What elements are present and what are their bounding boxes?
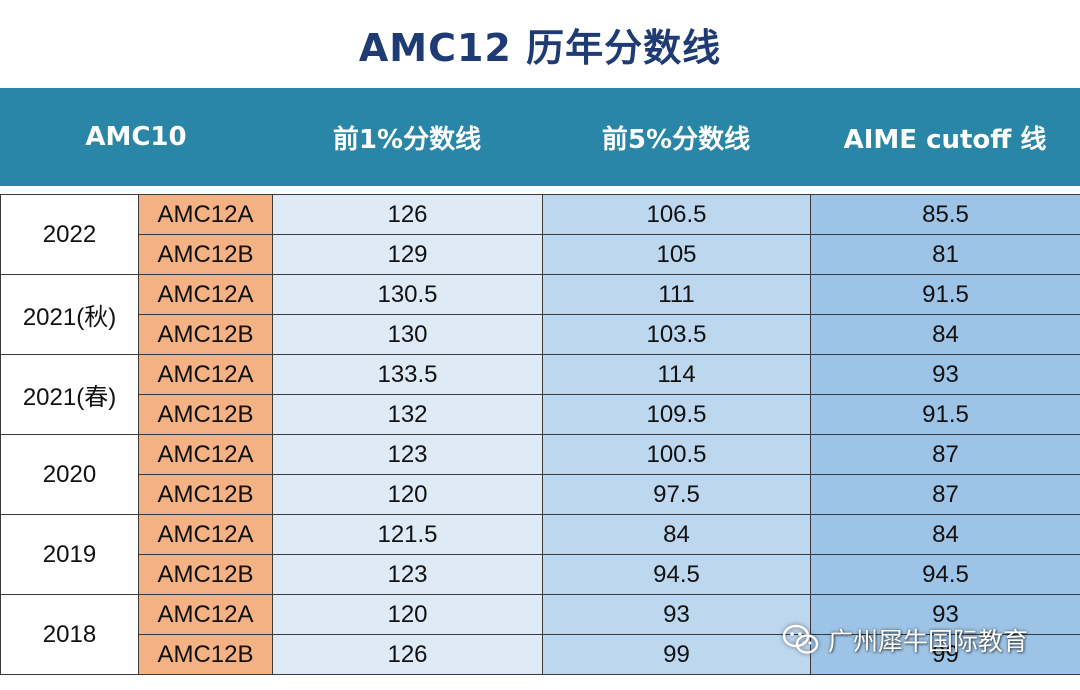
exam-cell: AMC12B xyxy=(138,234,273,275)
year-cell: 2020 xyxy=(0,434,139,515)
score-table: 2022 AMC12A 126 106.5 85.5 AMC12B 129 105 81 2021… xyxy=(0,194,1080,675)
top1-cell: 132 xyxy=(272,394,543,435)
header-aime: AIME cutoff 线 xyxy=(843,124,1047,155)
year-cell: 2022 xyxy=(0,194,139,275)
exam-cell: AMC12B xyxy=(138,314,273,355)
top1-cell: 123 xyxy=(272,554,543,595)
table-row: AMC12B 120 97.5 87 xyxy=(1,474,1080,515)
exam-cell: AMC12A xyxy=(138,434,273,475)
table-row: AMC12B 129 105 81 xyxy=(1,234,1080,275)
top5-cell: 106.5 xyxy=(542,194,811,235)
table-header: AMC10 前1%分数线 前5%分数线 AIME cutoff 线 xyxy=(0,88,1080,186)
top1-cell: 126 xyxy=(272,194,543,235)
exam-cell: AMC12A xyxy=(138,594,273,635)
top1-cell: 120 xyxy=(272,594,543,635)
table-row: AMC12B 123 94.5 94.5 xyxy=(1,554,1080,595)
table-row: 2018 AMC12A 120 93 93 xyxy=(0,594,1080,675)
exam-cell: AMC12B xyxy=(138,554,273,595)
aime-cell: 99 xyxy=(810,634,1080,675)
table-row: AMC12B 126 99 99 xyxy=(1,634,1080,675)
top5-cell: 103.5 xyxy=(542,314,811,355)
header-gap xyxy=(0,186,1080,194)
top5-cell: 100.5 xyxy=(542,434,811,475)
top1-cell: 126 xyxy=(272,634,543,675)
top5-cell: 105 xyxy=(542,234,811,275)
top1-cell: 133.5 xyxy=(272,354,543,395)
top1-cell: 130.5 xyxy=(272,274,543,315)
exam-cell: AMC12B xyxy=(138,474,273,515)
year-cell: 2021(春) xyxy=(0,354,139,435)
top5-cell: 97.5 xyxy=(542,474,811,515)
top5-cell: 94.5 xyxy=(542,554,811,595)
aime-cell: 87 xyxy=(810,474,1080,515)
table-row: 2021(秋) AMC12A 130.5 111 91.5 xyxy=(0,274,1080,355)
table-row: 2019 AMC12A 121.5 84 84 xyxy=(0,514,1080,595)
watermark-text: 广州犀牛国际教育 xyxy=(828,627,1029,656)
top5-cell: 114 xyxy=(542,354,811,395)
exam-cell: AMC12B xyxy=(138,394,273,435)
aime-cell: 91.5 xyxy=(810,394,1080,435)
aime-cell: 81 xyxy=(810,234,1080,275)
top5-cell: 93 xyxy=(542,594,811,635)
aime-cell: 85.5 xyxy=(810,194,1080,235)
aime-cell: 87 xyxy=(810,434,1080,475)
year-cell: 2019 xyxy=(0,514,139,595)
top1-cell: 130 xyxy=(272,314,543,355)
watermark: 广州犀牛国际教育 xyxy=(782,618,1028,662)
header-top1: 前1%分数线 xyxy=(332,124,482,155)
top5-cell: 84 xyxy=(542,514,811,555)
exam-cell: AMC12A xyxy=(138,274,273,315)
aime-cell: 94.5 xyxy=(810,554,1080,595)
year-cell: 2018 xyxy=(0,594,139,675)
top1-cell: 121.5 xyxy=(272,514,543,555)
wechat-icon xyxy=(782,624,819,654)
table-row: 2021(春) AMC12A 133.5 114 93 xyxy=(0,354,1080,435)
aime-cell: 84 xyxy=(810,314,1080,355)
header-amc10: AMC10 xyxy=(85,122,187,152)
aime-cell: 91.5 xyxy=(810,274,1080,315)
top5-cell: 99 xyxy=(542,634,811,675)
table-row: 2022 AMC12A 126 106.5 85.5 xyxy=(0,194,1080,275)
table-row: 2020 AMC12A 123 100.5 87 xyxy=(0,434,1080,515)
top5-cell: 111 xyxy=(542,274,811,315)
page-title: AMC12 历年分数线 xyxy=(358,25,722,70)
year-cell: 2021(秋) xyxy=(0,274,139,355)
aime-cell: 93 xyxy=(810,594,1080,635)
aime-cell: 93 xyxy=(810,354,1080,395)
top5-cell: 109.5 xyxy=(542,394,811,435)
top1-cell: 129 xyxy=(272,234,543,275)
exam-cell: AMC12A xyxy=(138,354,273,395)
top1-cell: 120 xyxy=(272,474,543,515)
exam-cell: AMC12A xyxy=(138,194,273,235)
exam-cell: AMC12A xyxy=(138,514,273,555)
header-top5: 前5%分数线 xyxy=(601,124,751,155)
table-row: AMC12B 132 109.5 91.5 xyxy=(1,394,1080,435)
aime-cell: 84 xyxy=(810,514,1080,555)
top1-cell: 123 xyxy=(272,434,543,475)
exam-cell: AMC12B xyxy=(138,634,273,675)
table-row: AMC12B 130 103.5 84 xyxy=(1,314,1080,355)
